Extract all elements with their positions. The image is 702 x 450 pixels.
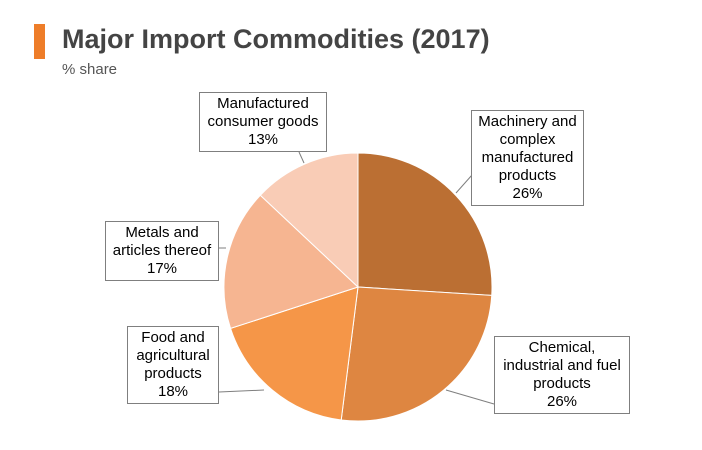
slice-label-consumer: Manufactured consumer goods 13% [199, 92, 327, 152]
slice-label-text: products [498, 167, 557, 184]
slice-label-food: Food and agricultural products 18% [127, 326, 219, 404]
chart-subtitle: % share [62, 61, 118, 78]
slice-label-text: Chemical, [528, 339, 596, 356]
leader-line-chemical [445, 389, 495, 405]
leader-line-consumer [298, 151, 305, 164]
slice-label-chemical: Chemical, industrial and fuel products 2… [494, 336, 630, 414]
pie-slice-consumer [259, 152, 359, 289]
slice-label-text: consumer goods [207, 113, 319, 130]
leader-line-food [218, 389, 265, 393]
slice-label-text: industrial and fuel [503, 357, 621, 374]
slice-value-label: 26% [512, 185, 543, 202]
slice-value-label: 13% [247, 131, 279, 148]
chart-title: Major Import Commodities (2017) [62, 24, 490, 54]
slice-label-text: products [144, 365, 202, 382]
slice-label-text: Food and [141, 329, 205, 346]
slice-label-text: products [533, 375, 591, 392]
slice-value-label: 18% [157, 383, 189, 400]
slice-label-metals: Metals and articles thereof 17% [105, 221, 219, 281]
slice-label-text: agricultural [136, 347, 210, 364]
slice-label-machinery: Machinery and complex manufactured produ… [471, 110, 584, 206]
pie-slice-chemical [340, 286, 493, 422]
pie-slice-food [229, 286, 359, 421]
slice-label-text: Machinery and [478, 113, 577, 130]
slice-label-text: manufactured [481, 149, 574, 166]
pie-slice-machinery [357, 152, 493, 296]
slice-label-text: Manufactured [217, 95, 309, 112]
slice-value-label: 26% [546, 393, 578, 410]
slice-label-text: complex [499, 131, 556, 148]
pie-slice-metals [223, 194, 359, 330]
title-accent-bar [34, 24, 45, 59]
slice-label-text: Metals and [125, 224, 199, 241]
slice-value-label: 17% [146, 260, 178, 277]
slice-label-text: articles thereof [112, 242, 212, 259]
